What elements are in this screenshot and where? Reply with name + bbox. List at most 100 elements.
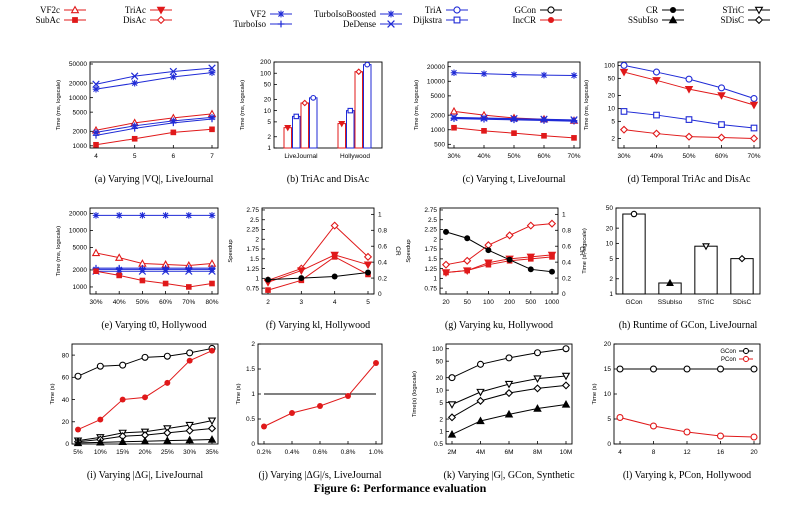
y-axis-label: Time (ms, logscale): [56, 80, 62, 130]
point-gcon: [750, 365, 758, 373]
legend-item-cr: CR: [646, 5, 684, 15]
point-sdisc: [441, 260, 451, 269]
point-vf2: [540, 71, 548, 79]
point-inccr: [75, 426, 81, 433]
point-dijkstra: [620, 108, 628, 115]
point-gcon: [649, 365, 658, 373]
legend-label: CR: [646, 5, 658, 15]
chart-k: 0.5 1 2 5 10 20 50 100 Time(s) (logscale) (k) Var…: [412, 343, 575, 481]
x-tick-label: 0.2%: [257, 449, 272, 456]
series-line-turboiso: [95, 118, 213, 136]
point-sdisc: [330, 221, 339, 230]
legend-marker-subac: [72, 17, 78, 23]
y-tick-label: 1.5: [246, 366, 255, 373]
legend-label: GCon: [514, 5, 536, 15]
x-tick-label: 500: [525, 299, 536, 306]
figure-caption: Figure 6: Performance evaluation: [314, 481, 487, 495]
point-vf2: [450, 69, 458, 77]
point-stric: [533, 375, 542, 384]
panel-legend: GCon PCon: [720, 347, 753, 363]
y-axis-label: Time (s): [236, 383, 242, 404]
y-axis-label: Speedup: [228, 239, 234, 262]
point-subac: [571, 135, 577, 141]
point-inccr: [97, 416, 104, 423]
point-ssubiso: [185, 435, 194, 444]
legend-marker-gcon: [547, 6, 555, 14]
x-tick-label: 20: [750, 449, 758, 456]
point-tria: [620, 61, 628, 69]
y-tick-label: 1: [267, 145, 271, 152]
point-triac: [652, 77, 661, 85]
y-tick-label: 20000: [69, 211, 87, 218]
series-line-vf2c: [95, 252, 213, 266]
point-subac: [451, 124, 457, 131]
bar-marker-disac: [301, 99, 309, 107]
point-inccr: [289, 410, 295, 416]
point-vf2: [139, 212, 146, 219]
point-dedense: [570, 116, 578, 124]
point-cr: [485, 247, 492, 254]
legend-label: TurboIsoBoosted: [314, 9, 377, 19]
point-tria: [717, 84, 726, 92]
legend-marker-turboisoboosted: [387, 10, 395, 18]
point-disac: [717, 133, 726, 142]
point-turboisoboosted: [185, 266, 193, 273]
x-tick-label: SSubIso: [658, 299, 683, 306]
series-line-subac: [95, 128, 213, 146]
x-tick-label: 50%: [507, 153, 520, 160]
y-tick-label: 5000: [73, 109, 88, 116]
y-tick-label: 2.25: [246, 227, 259, 234]
bar-marker-stric: [702, 243, 710, 251]
legend-item-turboiso: TurboIso: [233, 19, 292, 29]
y-tick-label: 20: [606, 225, 614, 232]
x-tick-label: 100: [483, 299, 494, 306]
point-ssubiso: [485, 261, 492, 268]
point-vf2: [510, 71, 518, 78]
y-tick-label: 0.5: [434, 441, 443, 448]
point-stric: [363, 261, 373, 270]
y-tick-label: 10000: [69, 228, 87, 235]
point-disac: [619, 125, 629, 134]
y-tick-label: 0.5: [246, 416, 255, 423]
chart-j: 0 0.5 1 1.5 2 Time (s) (j) Varying |ΔG|/s, Liv…: [236, 341, 384, 481]
x-tick-label: 0.8%: [341, 449, 356, 456]
x-tick-label: 0.6%: [313, 449, 328, 456]
point-subac: [93, 268, 99, 275]
legend-marker-tria: [453, 6, 461, 14]
legend-label: DeDense: [343, 19, 376, 29]
point-ssubiso: [533, 404, 542, 412]
y-tick-label: 1: [609, 291, 613, 298]
point-ssubiso: [73, 438, 83, 447]
y-tick-label: 50: [436, 358, 444, 365]
y-tick-label: 2: [267, 134, 271, 141]
point-inccr: [164, 379, 171, 386]
y-tick-label: 20000: [427, 64, 445, 71]
point-ssubiso: [476, 416, 485, 425]
point-inccr: [142, 394, 148, 401]
legend-item-sdisc: SDisC: [720, 15, 770, 25]
point-stric: [297, 267, 306, 275]
point-ssubiso: [96, 437, 105, 446]
plot-frame: [439, 207, 559, 295]
x-tick-label: 30%: [183, 449, 196, 456]
y-axis-label: Time (s): [50, 383, 56, 404]
point-subac: [541, 132, 547, 139]
point-disac: [684, 132, 694, 141]
x-tick-label: 6: [172, 153, 176, 160]
legend-marker-vf2c: [70, 5, 80, 14]
x-tick-label: 2: [266, 299, 270, 306]
x-tick-label: 12: [683, 449, 691, 456]
y-tick-label: 2000: [73, 129, 88, 136]
y-tick-label: 5: [439, 400, 443, 407]
chart-caption: (d) Temporal TriAc and DisAc: [628, 174, 752, 185]
series-line-vf2c: [95, 113, 213, 131]
y-tick-label: 1000: [431, 127, 446, 134]
point-sdisc: [505, 231, 514, 240]
legend-item-stric: STriC: [722, 5, 770, 15]
y-tick-label: 0.75: [246, 285, 259, 292]
legend-item-vf2c: VF2c: [40, 5, 86, 15]
x-tick-label: 4M: [476, 449, 485, 456]
point-gcon: [533, 349, 542, 357]
